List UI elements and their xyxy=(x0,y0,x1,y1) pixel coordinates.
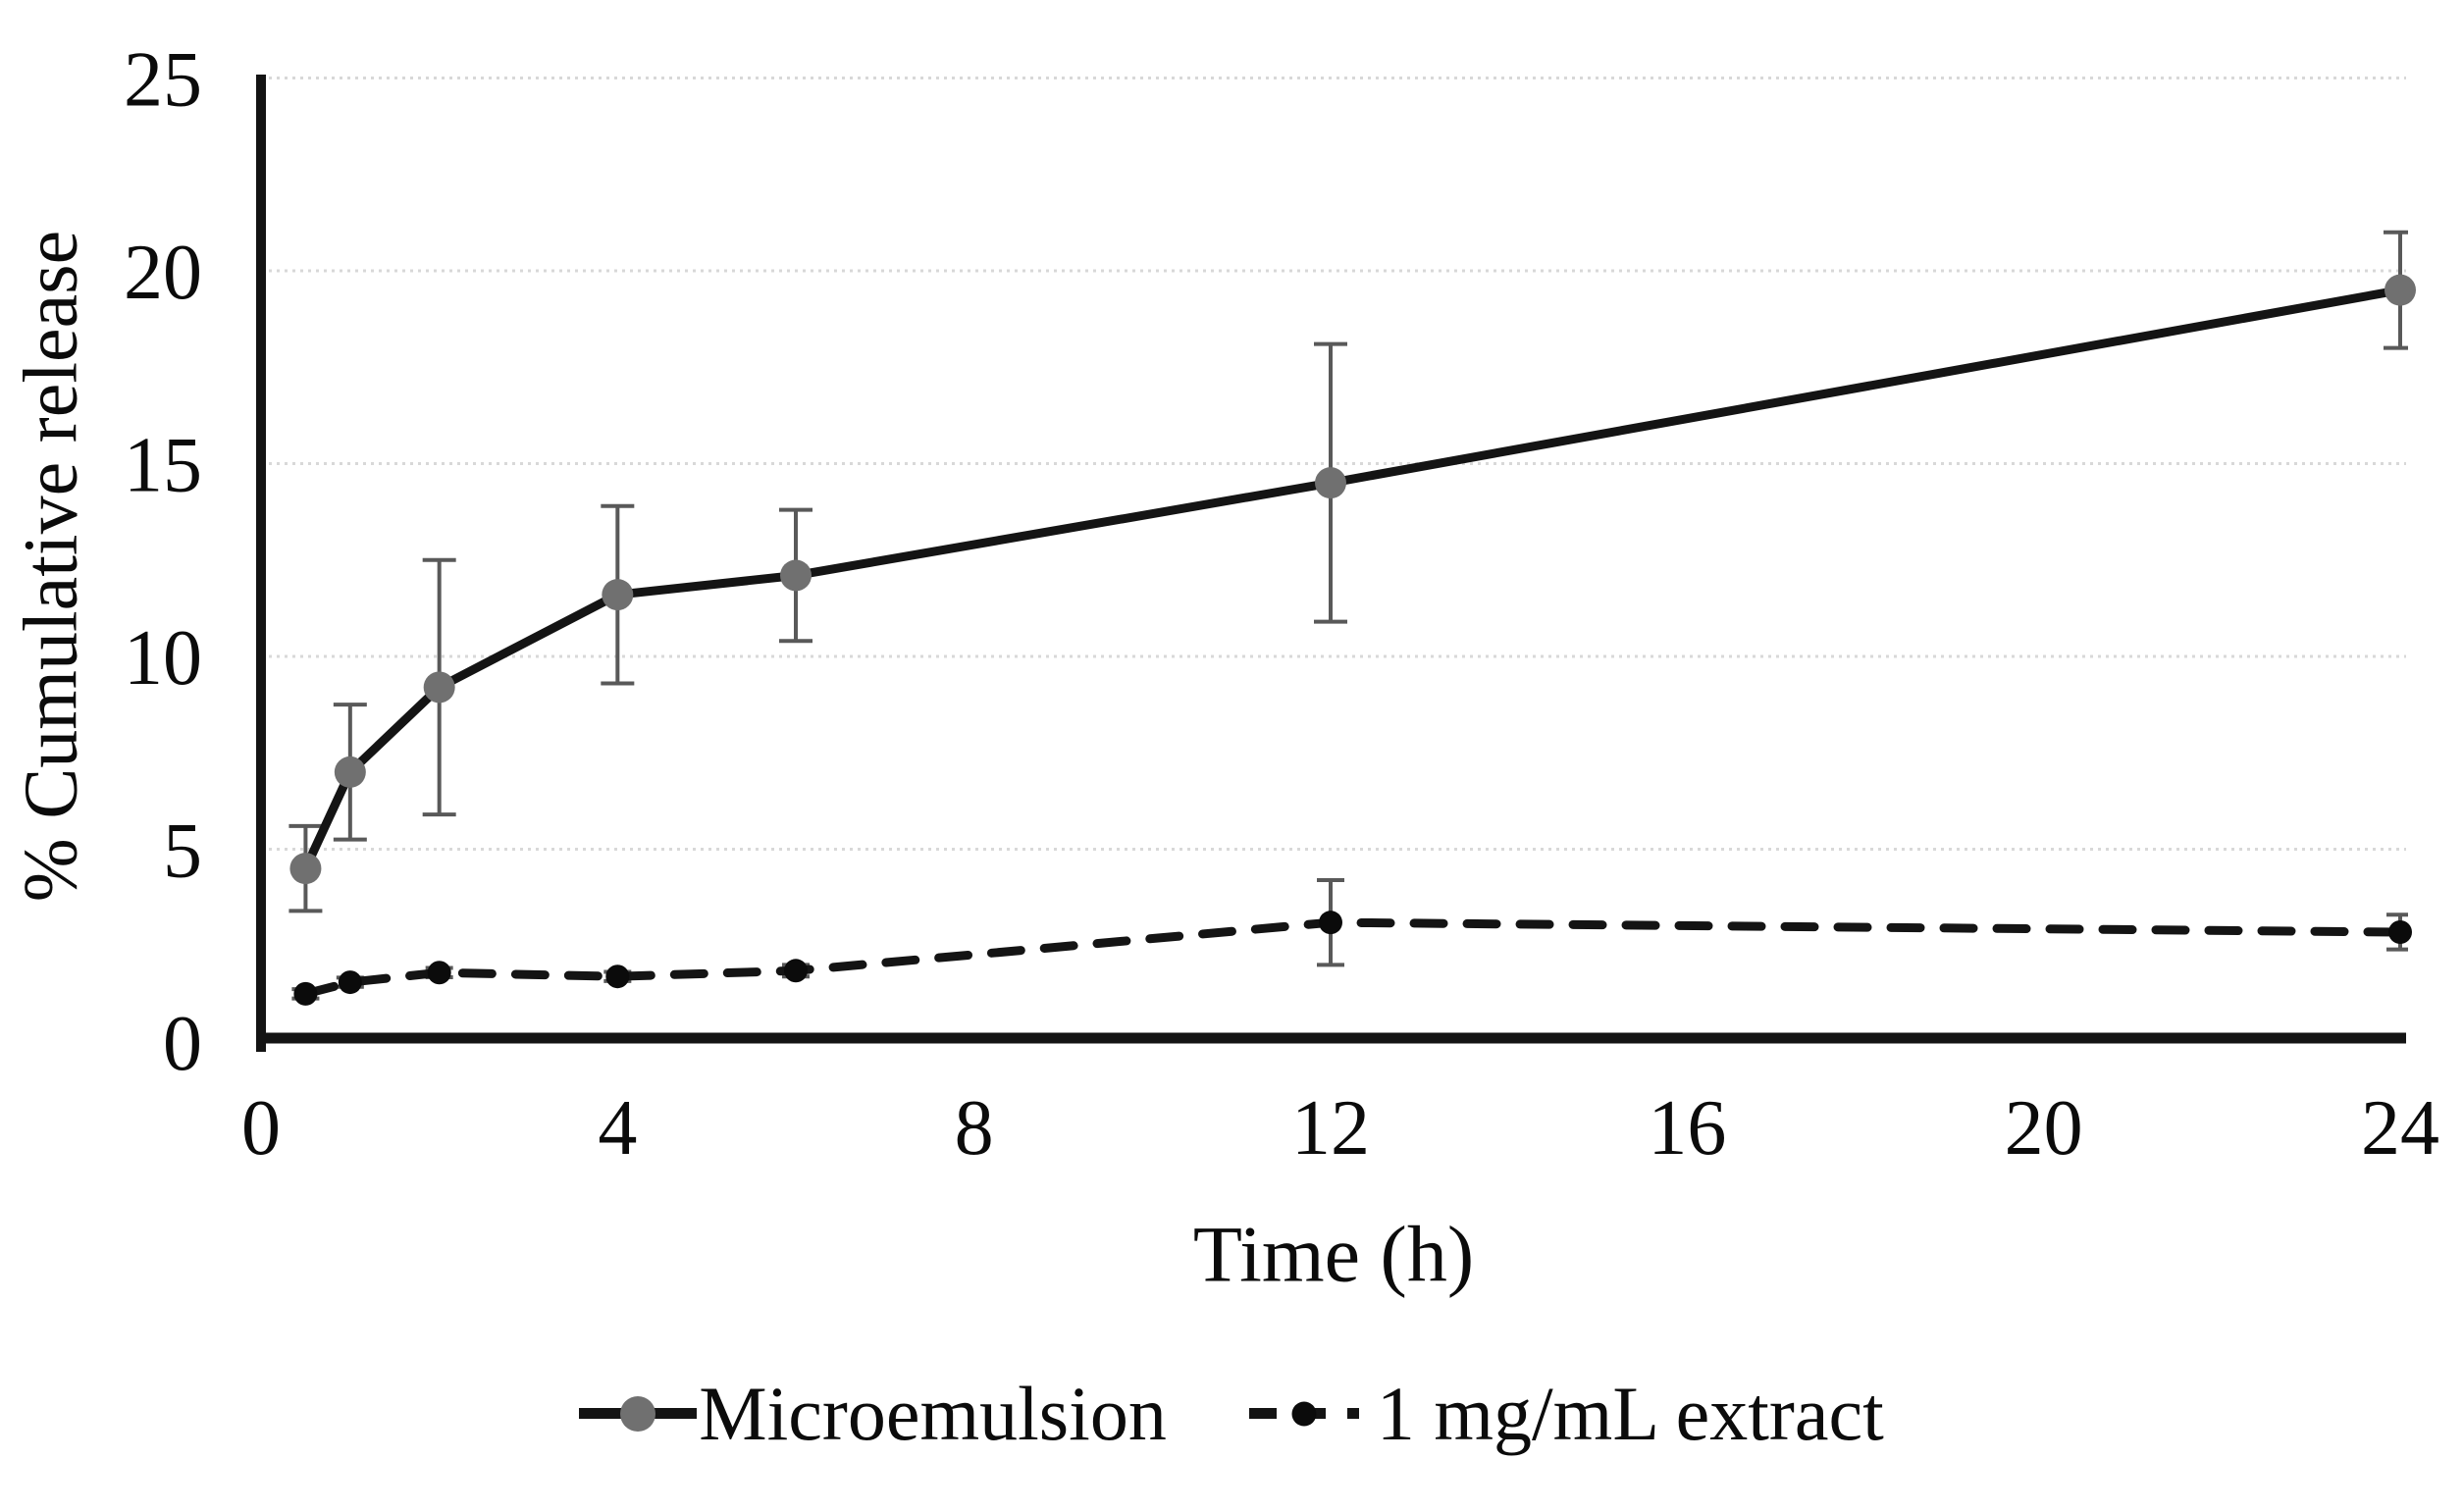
data-point-extract-4h xyxy=(605,965,630,989)
chart-legend: Microemulsion 1 mg/mL extract xyxy=(0,1372,2463,1456)
x-tick-label-16: 16 xyxy=(1648,1085,1726,1172)
x-tick-label-0: 0 xyxy=(241,1085,281,1172)
data-point-microemulsion-0.5h xyxy=(289,853,322,885)
y-tick-label-20: 20 xyxy=(124,230,202,316)
extract-marker-icon xyxy=(1291,1401,1317,1427)
data-point-microemulsion-2h xyxy=(423,671,455,704)
x-tick-label-24: 24 xyxy=(2361,1085,2439,1172)
y-tick-label-0: 0 xyxy=(163,1001,202,1087)
x-axis-title: Time (h) xyxy=(1193,1210,1474,1299)
microemulsion-marker-icon xyxy=(620,1395,656,1432)
y-tick-label-25: 25 xyxy=(124,37,202,124)
data-point-extract-0.5h xyxy=(293,981,318,1006)
data-point-microemulsion-12h xyxy=(1315,467,1346,499)
y-tick-label-10: 10 xyxy=(124,615,202,702)
data-point-extract-6h xyxy=(784,959,808,983)
data-point-extract-24h xyxy=(2388,919,2412,944)
data-point-extract-1h xyxy=(338,970,362,995)
x-tick-label-20: 20 xyxy=(2005,1085,2083,1172)
x-tick-label-12: 12 xyxy=(1291,1085,1370,1172)
y-tick-label-5: 5 xyxy=(163,808,202,895)
data-point-microemulsion-6h xyxy=(780,559,812,592)
x-tick-label-8: 8 xyxy=(955,1085,994,1172)
legend-item-extract: 1 mg/mL extract xyxy=(1248,1371,1884,1456)
data-point-extract-12h xyxy=(1319,911,1342,935)
data-point-extract-2h xyxy=(427,961,451,985)
data-point-microemulsion-24h xyxy=(2384,274,2416,306)
data-point-microemulsion-1h xyxy=(334,756,366,788)
x-tick-label-4: 4 xyxy=(598,1085,637,1172)
legend-label-microemulsion: Microemulsion xyxy=(699,1371,1167,1456)
legend-item-microemulsion: Microemulsion xyxy=(579,1372,1167,1456)
extract-dashed-line-swatch-icon xyxy=(1248,1401,1359,1427)
legend-label-extract: 1 mg/mL extract xyxy=(1376,1371,1884,1456)
y-axis-title: % Cumulative release xyxy=(7,231,92,902)
y-tick-label-15: 15 xyxy=(124,423,202,509)
data-point-microemulsion-4h xyxy=(602,579,634,611)
microemulsion-line-swatch-icon xyxy=(579,1395,698,1432)
